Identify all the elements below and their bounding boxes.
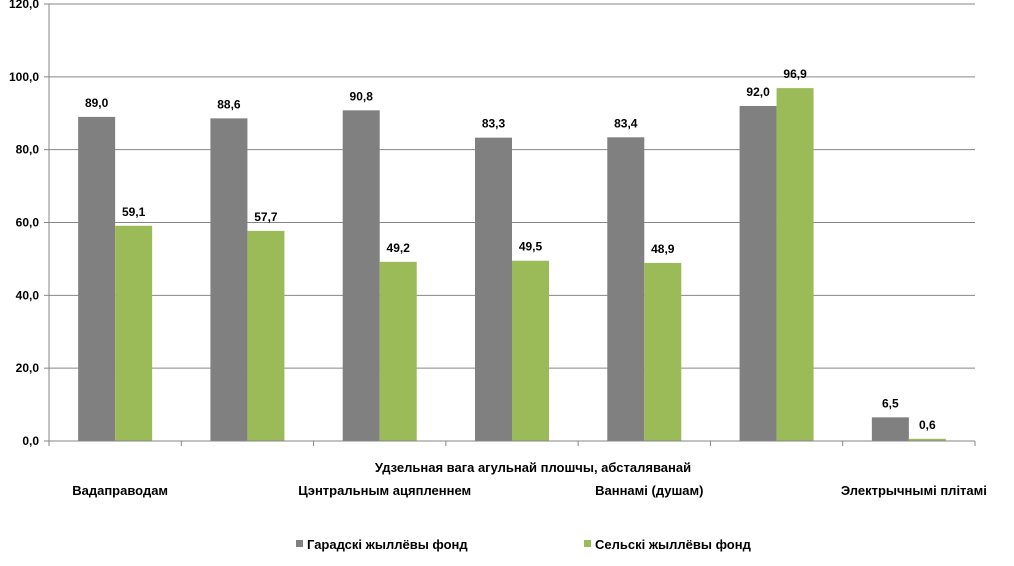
bar xyxy=(342,110,380,441)
legend-swatch xyxy=(296,540,303,547)
y-tick-label: 0,0 xyxy=(22,434,39,448)
data-label: 89,0 xyxy=(85,96,109,110)
data-label: 88,6 xyxy=(217,97,241,111)
legend-label: Гарадскі жыллёвы фонд xyxy=(307,537,468,552)
bar xyxy=(512,260,549,441)
data-label: 59,1 xyxy=(122,205,146,219)
data-label: 83,4 xyxy=(614,116,638,130)
bar xyxy=(607,137,645,441)
y-tick-label: 120,0 xyxy=(9,0,39,11)
data-labels: 89,0 88,6 90,8 83,3 83,4 92,0 6,5 59,1 57,7 49,2 4… xyxy=(85,67,936,432)
data-label: 0,6 xyxy=(919,418,936,432)
data-label: 90,8 xyxy=(350,89,374,103)
legend-label: Сельскі жыллёвы фонд xyxy=(595,537,752,552)
data-label: 92,0 xyxy=(746,85,770,99)
bar xyxy=(115,225,153,441)
y-tick-label: 60,0 xyxy=(16,216,40,230)
category-labels: Вадаправодам Цэнтральным ацяпленнем Ваннам… xyxy=(72,483,987,498)
axes: 0,0 20,0 40,0 60,0 80,0 100,0 120,0 xyxy=(9,0,976,448)
category-label: Вадаправодам xyxy=(72,483,168,498)
y-tick-label: 20,0 xyxy=(16,361,40,375)
y-tick-label: 40,0 xyxy=(16,288,40,302)
bar xyxy=(475,137,512,441)
y-tick-label: 100,0 xyxy=(9,70,39,84)
category-label: Цэнтральным ацяпленнем xyxy=(298,483,471,498)
data-label: 6,5 xyxy=(882,396,899,410)
category-label: Ваннамі (душам) xyxy=(595,483,703,498)
bar xyxy=(908,438,946,441)
bar xyxy=(776,88,814,441)
data-label: 96,9 xyxy=(783,67,807,81)
bar xyxy=(78,116,116,442)
data-label: 49,5 xyxy=(519,240,543,254)
category-label: Электрычнымі плітамі xyxy=(841,483,987,498)
bar xyxy=(379,261,417,441)
data-label: 48,9 xyxy=(651,242,675,256)
bar xyxy=(210,118,248,442)
legend: Гарадскі жыллёвы фонд Сельскі жыллёвы фон… xyxy=(296,537,752,552)
data-label: 49,2 xyxy=(387,241,411,255)
y-tick-label: 80,0 xyxy=(16,143,40,157)
bar xyxy=(871,417,909,441)
data-label: 57,7 xyxy=(254,210,278,224)
bar xyxy=(247,230,285,441)
legend-swatch xyxy=(584,540,591,547)
bars xyxy=(78,88,946,442)
x-axis-title: Удзельная вага агульнай плошчы, абсталяв… xyxy=(375,460,691,475)
bar xyxy=(739,105,777,441)
data-label: 83,3 xyxy=(482,117,506,131)
bar xyxy=(644,262,682,441)
